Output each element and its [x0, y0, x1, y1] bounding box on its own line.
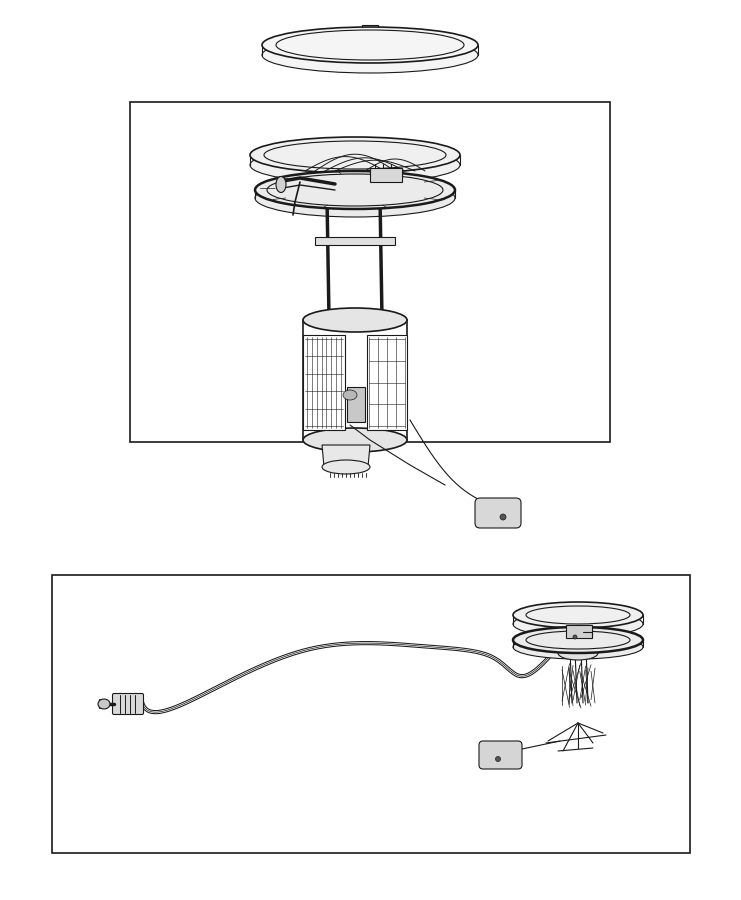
Bar — [52, 575, 690, 853]
Ellipse shape — [276, 176, 286, 193]
Ellipse shape — [513, 627, 643, 653]
FancyBboxPatch shape — [479, 741, 522, 769]
Ellipse shape — [255, 171, 455, 209]
Ellipse shape — [250, 147, 460, 183]
Ellipse shape — [573, 635, 577, 639]
Bar — [347, 387, 365, 422]
Bar — [315, 237, 395, 245]
Ellipse shape — [303, 308, 407, 332]
Bar — [566, 625, 592, 638]
Ellipse shape — [255, 179, 455, 217]
FancyBboxPatch shape — [475, 498, 521, 528]
Ellipse shape — [558, 646, 598, 660]
Bar — [303, 335, 345, 430]
Ellipse shape — [250, 137, 460, 173]
Ellipse shape — [513, 611, 643, 637]
Ellipse shape — [496, 757, 500, 761]
Ellipse shape — [262, 37, 478, 73]
Ellipse shape — [322, 460, 370, 474]
Polygon shape — [322, 445, 370, 467]
Ellipse shape — [98, 699, 110, 709]
Ellipse shape — [500, 514, 506, 520]
Ellipse shape — [262, 27, 478, 63]
Bar — [367, 335, 407, 430]
Ellipse shape — [513, 635, 643, 659]
Bar — [130, 102, 610, 442]
Ellipse shape — [303, 428, 407, 452]
FancyBboxPatch shape — [113, 694, 144, 715]
Ellipse shape — [513, 602, 643, 628]
Bar — [370, 168, 402, 182]
Ellipse shape — [343, 390, 357, 400]
